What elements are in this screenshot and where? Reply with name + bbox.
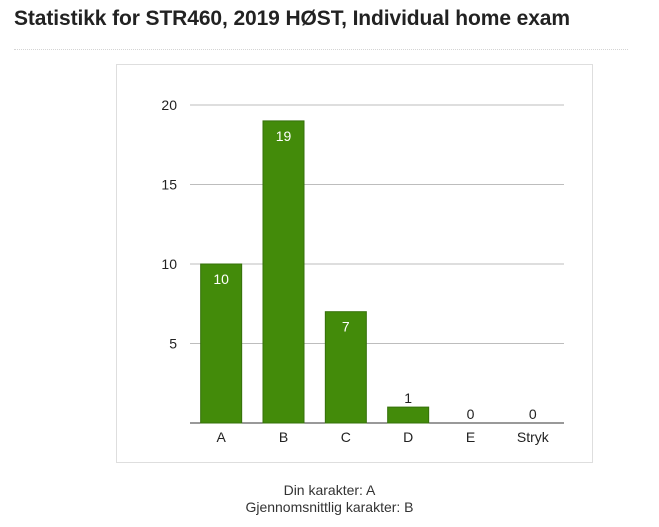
y-tick-label-5: 5 (169, 336, 177, 352)
y-tick-label-10: 10 (161, 256, 177, 272)
grid-lines (190, 104, 564, 424)
y-tick-label-20: 20 (161, 97, 177, 113)
y-axis-ticks: 5 10 15 20 (161, 97, 177, 352)
category-label-Stryk: Stryk (517, 429, 550, 445)
title-divider (14, 49, 628, 50)
your-grade-text: Din karakter: A (283, 482, 376, 498)
grade-summary: Din karakter: A Gjennomsnittlig karakter… (0, 482, 659, 516)
category-label-E: E (466, 429, 475, 445)
bars (200, 120, 430, 424)
category-label-C: C (341, 429, 351, 445)
data-label-C: 7 (342, 319, 350, 335)
category-label-B: B (279, 429, 288, 445)
bar-B (262, 120, 305, 424)
bar-A (200, 263, 243, 424)
data-label-E: 0 (467, 406, 475, 422)
data-label-Stryk: 0 (529, 406, 537, 422)
y-tick-label-15: 15 (161, 177, 177, 193)
data-label-B: 19 (276, 128, 292, 144)
data-label-A: 10 (213, 271, 229, 287)
category-label-D: D (403, 429, 413, 445)
data-label-D: 1 (404, 390, 412, 406)
bar-C (324, 311, 367, 424)
average-grade-text: Gjennomsnittlig karakter: B (245, 499, 414, 515)
page-title: Statistikk for STR460, 2019 HØST, Indivi… (14, 7, 570, 30)
bar-D (387, 406, 430, 424)
x-axis-categories: A B C D E Stryk (216, 429, 549, 445)
category-label-A: A (216, 429, 226, 445)
